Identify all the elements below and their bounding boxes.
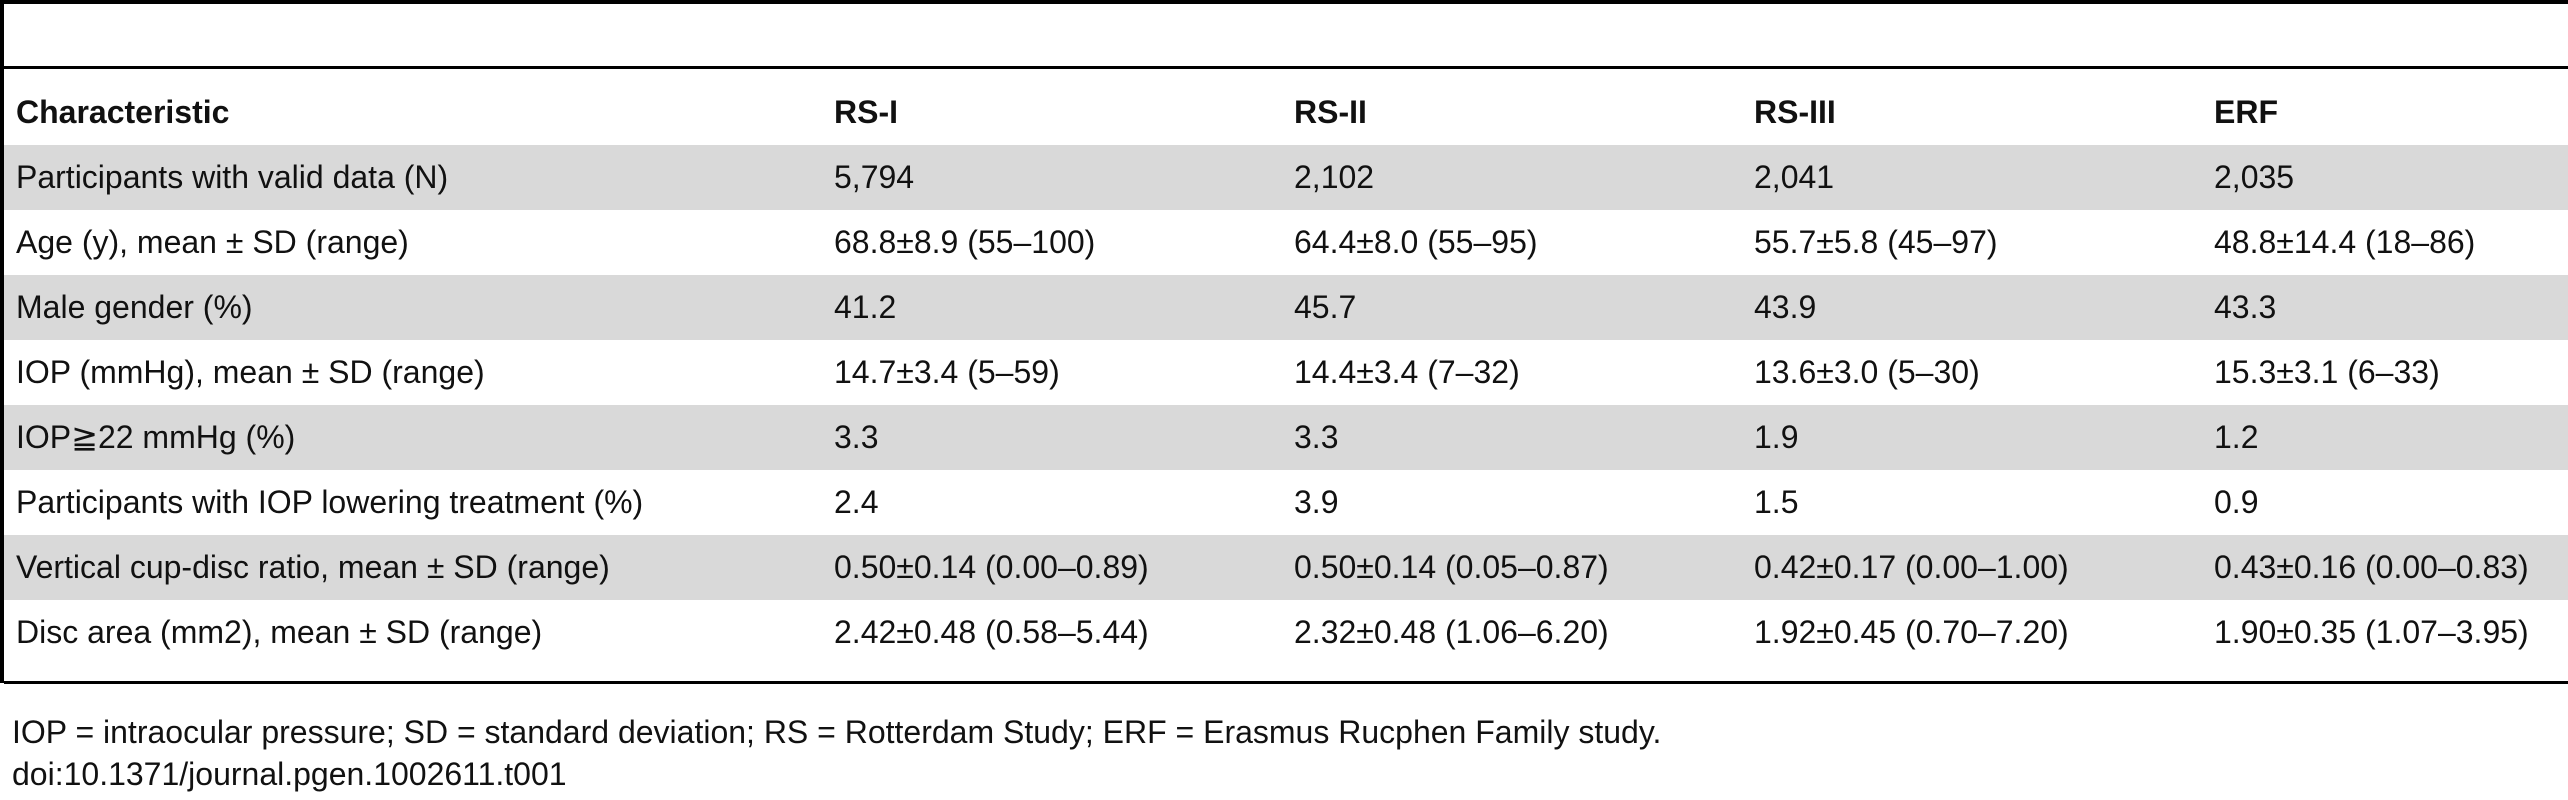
row-label: Vertical cup-disc ratio, mean ± SD (rang… (4, 535, 822, 600)
cell-erf: 1.90±0.35 (1.07–3.95) (2202, 600, 2568, 665)
header-rs-i: RS-I (822, 80, 1282, 145)
cell-rs-iii: 55.7±5.8 (45–97) (1742, 210, 2202, 275)
cell-rs-iii: 43.9 (1742, 275, 2202, 340)
header-characteristic: Characteristic (4, 80, 822, 145)
row-label: IOP≧22 mmHg (%) (4, 405, 822, 470)
cell-rs-ii: 2.32±0.48 (1.06–6.20) (1282, 600, 1742, 665)
header-rs-ii: RS-II (1282, 80, 1742, 145)
cell-erf: 43.3 (2202, 275, 2568, 340)
cell-rs-i: 5,794 (822, 145, 1282, 210)
cell-rs-i: 0.50±0.14 (0.00–0.89) (822, 535, 1282, 600)
characteristics-table: Characteristic RS-I RS-II RS-III ERF Par… (4, 80, 2568, 665)
cell-rs-ii: 3.9 (1282, 470, 1742, 535)
cell-rs-iii: 1.92±0.45 (0.70–7.20) (1742, 600, 2202, 665)
table-row: IOP≧22 mmHg (%) 3.3 3.3 1.9 1.2 (4, 405, 2568, 470)
table-row: Vertical cup-disc ratio, mean ± SD (rang… (4, 535, 2568, 600)
cell-rs-iii: 1.5 (1742, 470, 2202, 535)
row-label: Participants with valid data (N) (4, 145, 822, 210)
cell-erf: 0.43±0.16 (0.00–0.83) (2202, 535, 2568, 600)
cell-rs-i: 68.8±8.9 (55–100) (822, 210, 1282, 275)
cell-rs-ii: 45.7 (1282, 275, 1742, 340)
top-rule (0, 0, 2568, 4)
cell-erf: 0.9 (2202, 470, 2568, 535)
header-rule (4, 66, 2568, 69)
cell-rs-iii: 0.42±0.17 (0.00–1.00) (1742, 535, 2202, 600)
cell-rs-iii: 13.6±3.0 (5–30) (1742, 340, 2202, 405)
table-row: Disc area (mm2), mean ± SD (range) 2.42±… (4, 600, 2568, 665)
bottom-rule (4, 681, 2568, 684)
cell-erf: 2,035 (2202, 145, 2568, 210)
table-row: IOP (mmHg), mean ± SD (range) 14.7±3.4 (… (4, 340, 2568, 405)
cell-erf: 48.8±14.4 (18–86) (2202, 210, 2568, 275)
abbreviation-footnote: IOP = intraocular pressure; SD = standar… (12, 714, 1662, 750)
cell-erf: 15.3±3.1 (6–33) (2202, 340, 2568, 405)
cell-rs-i: 2.42±0.48 (0.58–5.44) (822, 600, 1282, 665)
table-row: Participants with IOP lowering treatment… (4, 470, 2568, 535)
row-label: Male gender (%) (4, 275, 822, 340)
cell-erf: 1.2 (2202, 405, 2568, 470)
cell-rs-iii: 2,041 (1742, 145, 2202, 210)
table-header: Characteristic RS-I RS-II RS-III ERF (4, 80, 2568, 145)
cell-rs-i: 14.7±3.4 (5–59) (822, 340, 1282, 405)
left-rule (0, 0, 4, 683)
cell-rs-ii: 2,102 (1282, 145, 1742, 210)
cell-rs-i: 2.4 (822, 470, 1282, 535)
row-label: Age (y), mean ± SD (range) (4, 210, 822, 275)
cell-rs-i: 41.2 (822, 275, 1282, 340)
table-body: Participants with valid data (N) 5,794 2… (4, 145, 2568, 665)
cell-rs-iii: 1.9 (1742, 405, 2202, 470)
cell-rs-ii: 14.4±3.4 (7–32) (1282, 340, 1742, 405)
header-erf: ERF (2202, 80, 2568, 145)
cell-rs-ii: 64.4±8.0 (55–95) (1282, 210, 1742, 275)
table-row: Male gender (%) 41.2 45.7 43.9 43.3 (4, 275, 2568, 340)
cell-rs-ii: 3.3 (1282, 405, 1742, 470)
cell-rs-i: 3.3 (822, 405, 1282, 470)
cell-rs-ii: 0.50±0.14 (0.05–0.87) (1282, 535, 1742, 600)
header-row: Characteristic RS-I RS-II RS-III ERF (4, 80, 2568, 145)
row-label: Participants with IOP lowering treatment… (4, 470, 822, 535)
header-rs-iii: RS-III (1742, 80, 2202, 145)
doi-link[interactable]: doi:10.1371/journal.pgen.1002611.t001 (12, 756, 567, 792)
row-label: IOP (mmHg), mean ± SD (range) (4, 340, 822, 405)
table-row: Participants with valid data (N) 5,794 2… (4, 145, 2568, 210)
row-label: Disc area (mm2), mean ± SD (range) (4, 600, 822, 665)
table-row: Age (y), mean ± SD (range) 68.8±8.9 (55–… (4, 210, 2568, 275)
